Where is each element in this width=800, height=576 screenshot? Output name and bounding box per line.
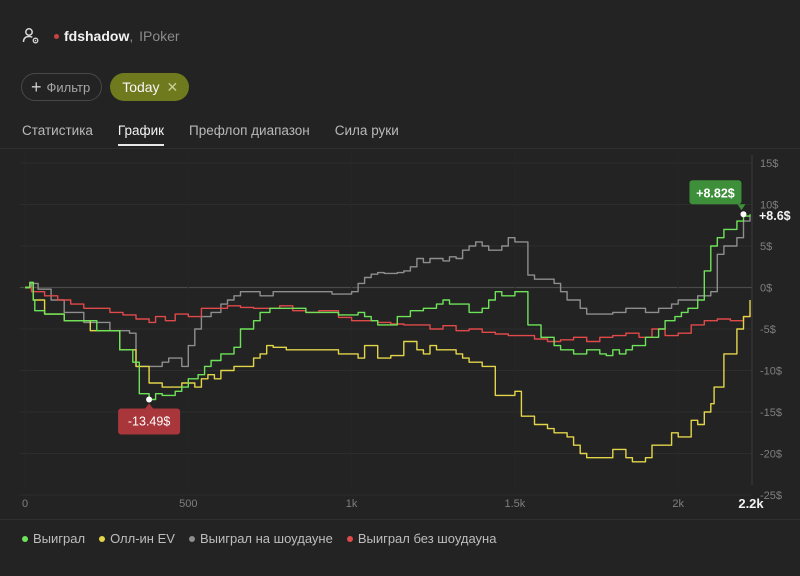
series-line	[25, 214, 751, 401]
plus-icon: +	[31, 77, 42, 97]
legend-item-showdown[interactable]: Выиграл на шоудауне	[188, 531, 333, 546]
y-tick-label: 10$	[760, 200, 778, 212]
add-filter-label: Фильтр	[46, 79, 91, 95]
min-annotation-label: -13.49$	[128, 414, 170, 428]
y-tick-label: -20$	[760, 449, 782, 461]
active-filter-chip[interactable]: Today ✕	[110, 73, 190, 101]
tab-bar: Статистика График Префлоп диапазон Сила …	[22, 123, 424, 146]
y-tick-label: -5$	[760, 324, 776, 336]
legend-item-non-showdown[interactable]: Выиграл без шоудауна	[346, 531, 497, 546]
legend-swatch	[346, 535, 353, 542]
status-dot	[54, 33, 59, 39]
x-tick-label: 0	[22, 498, 28, 510]
min-point	[146, 396, 153, 403]
legend-item-won[interactable]: Выиграл	[22, 531, 85, 546]
current-value-label: +8.6$	[759, 209, 791, 223]
y-tick-label: -15$	[760, 407, 782, 419]
tab-statistics[interactable]: Статистика	[22, 123, 93, 138]
max-point	[740, 211, 747, 218]
legend-item-allin-ev[interactable]: Олл-ин EV	[99, 531, 175, 546]
legend-label: Олл-ин EV	[110, 531, 175, 546]
chart-legend: Выиграл Олл-ин EV Выиграл на шоудауне Вы…	[22, 531, 510, 546]
tab-hand-strength[interactable]: Сила руки	[334, 123, 399, 138]
add-filter-button[interactable]: + Фильтр	[21, 73, 103, 101]
legend-swatch	[22, 535, 28, 542]
user-settings-icon[interactable]	[22, 27, 40, 45]
tab-preflop-range[interactable]: Префлоп диапазон	[189, 123, 310, 138]
series-line	[25, 281, 751, 463]
x-tick-label: 1k	[346, 498, 358, 510]
profit-chart[interactable]: 15$ 10$ 5$ 0$ -5$ -10$ -15$ -20$ -25$ 0 500 1k 1.5k 2…	[0, 150, 800, 518]
y-tick-label: -25$	[760, 490, 782, 502]
x-end-label: 2.2k	[738, 496, 764, 511]
username[interactable]: fdshadow	[64, 28, 130, 44]
series-line	[25, 286, 751, 343]
max-annotation-box	[689, 180, 742, 205]
min-annotation-pointer	[145, 403, 154, 409]
legend-swatch	[188, 535, 195, 542]
header: fdshadow, IPoker	[22, 26, 180, 46]
y-tick-label: 15$	[760, 158, 778, 170]
legend-label: Выиграл без шоудауна	[357, 531, 497, 546]
max-annotation-pointer	[737, 204, 746, 211]
legend-label: Выиграл	[33, 531, 86, 546]
x-tick-label: 2k	[672, 498, 684, 510]
y-tick-label: -10$	[760, 366, 782, 378]
y-tick-label: 5$	[760, 241, 772, 253]
separator: ,	[129, 28, 138, 44]
poker-room: IPoker	[139, 28, 180, 44]
x-tick-label: 1.5k	[504, 498, 525, 510]
active-filter-label: Today	[122, 79, 160, 95]
remove-filter-icon[interactable]: ✕	[166, 78, 179, 95]
tab-graph[interactable]: График	[117, 123, 165, 146]
filter-bar: + Фильтр Today ✕	[21, 73, 190, 101]
y-tick-label: 0$	[760, 283, 772, 295]
x-tick-label: 500	[179, 498, 197, 510]
max-annotation-label: +8.82$	[696, 186, 735, 200]
legend-label: Выиграл на шоудауне	[199, 531, 333, 546]
series-line	[25, 216, 751, 368]
min-annotation-box	[118, 408, 181, 435]
tabs-divider	[0, 148, 800, 149]
legend-swatch	[99, 535, 106, 542]
legend-divider	[0, 519, 800, 520]
